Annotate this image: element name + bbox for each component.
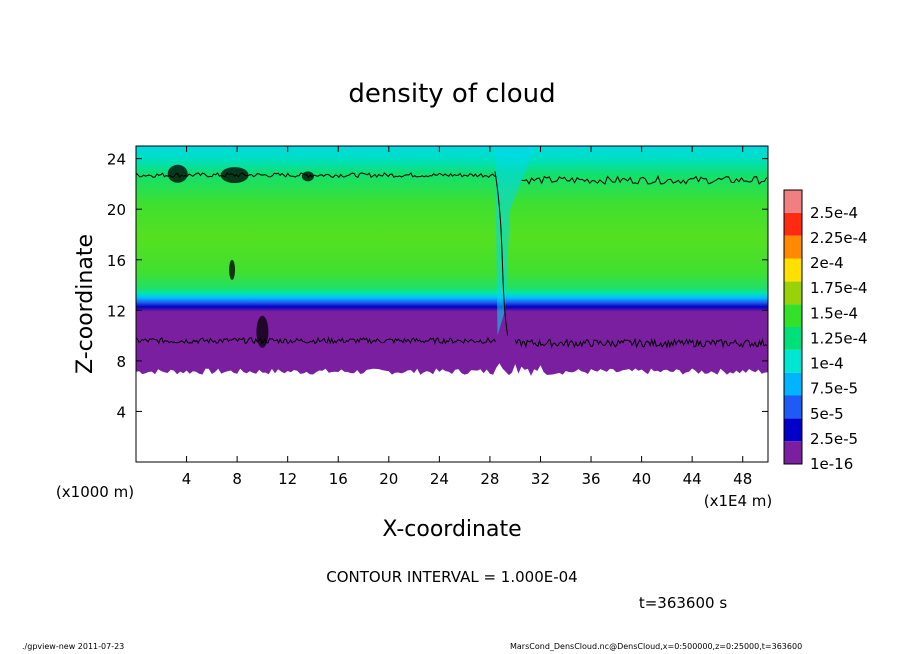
plume-contour [494, 171, 509, 336]
colorbar: 1e-16 2.5e-5 5e-5 7.5e-5 1e-4 1.25e-4 1.5e-4 1.… [783, 189, 868, 473]
colorbar-frame [783, 189, 803, 465]
x-tick-label: 20 [379, 470, 398, 488]
colorbar-swatch [784, 395, 802, 419]
colorbar-swatch [784, 190, 802, 213]
x-tick-label: 28 [480, 470, 499, 488]
colorbar-label: 2.5e-4 [810, 204, 858, 222]
colorbar-swatch [784, 327, 802, 350]
plot-frame [135, 145, 769, 463]
x-axis-ticks: 4 8 12 16 20 24 28 32 36 40 44 48 [182, 146, 752, 488]
x-tick-label: 48 [733, 470, 752, 488]
colorbar-label: 1e-16 [810, 455, 853, 473]
x-tick-label: 36 [581, 470, 600, 488]
colorbar-swatch [784, 372, 802, 396]
colorbar-label: 1.75e-4 [810, 279, 868, 297]
colorbar-label: 1.5e-4 [810, 304, 858, 322]
colorbar-label: 2.5e-5 [810, 430, 858, 448]
contour-interval-text: CONTOUR INTERVAL = 1.000E-04 [326, 568, 577, 586]
colorbar-swatch [784, 349, 802, 373]
colorbar-label: 1e-4 [810, 355, 844, 373]
x-tick-label: 4 [182, 470, 192, 488]
colorbar-swatch [784, 441, 802, 464]
x-unit-label: (x1E4 m) [704, 492, 773, 510]
density-field [136, 146, 768, 376]
x-tick-label: 16 [329, 470, 348, 488]
x-axis-label: X-coordinate [382, 517, 521, 542]
plume-region [494, 146, 535, 336]
y-tick-label: 20 [107, 201, 126, 219]
colorbar-label: 2e-4 [810, 254, 844, 272]
contour-blob [229, 259, 236, 280]
time-text: t=363600 s [639, 594, 727, 612]
colorbar-label: 1.25e-4 [810, 329, 868, 347]
colorbar-label: 5e-5 [810, 405, 844, 423]
x-tick-label: 8 [232, 470, 242, 488]
colorbar-swatch [784, 281, 802, 305]
y-axis-ticks: 4 8 12 16 20 24 [107, 151, 768, 421]
contour-blob [301, 171, 314, 182]
colorbar-swatch [784, 235, 802, 259]
y-tick-label: 16 [107, 252, 126, 270]
x-tick-label: 44 [683, 470, 702, 488]
contour-blob [256, 315, 269, 348]
colorbar-swatch [784, 418, 802, 442]
colorbar-label: 7.5e-5 [810, 380, 858, 398]
x-tick-label: 12 [278, 470, 297, 488]
y-axis-label: Z-coordinate [73, 234, 98, 374]
contour-lines [135, 164, 768, 349]
y-tick-label: 4 [116, 403, 126, 421]
chart-title: density of cloud [348, 79, 555, 109]
y-tick-label: 8 [116, 353, 126, 371]
field-area [136, 146, 768, 376]
footer-left: ./gpview-new 2011-07-23 [22, 642, 125, 651]
x-tick-label: 40 [632, 470, 651, 488]
y-tick-label: 24 [107, 151, 126, 169]
y-unit-label: (x1000 m) [56, 483, 134, 501]
colorbar-swatch [784, 258, 802, 282]
contour-blob [220, 167, 249, 184]
contour-blob [167, 164, 188, 183]
x-tick-label: 32 [531, 470, 550, 488]
lower-contour-left [135, 336, 496, 345]
colorbar-swatch [784, 304, 802, 327]
x-tick-label: 24 [430, 470, 449, 488]
colorbar-label: 2.25e-4 [810, 229, 868, 247]
y-tick-label: 12 [107, 302, 126, 320]
lower-contour-right [514, 337, 768, 349]
colorbar-swatch [784, 212, 802, 236]
upper-contour-left [135, 172, 497, 179]
footer-right: MarsCond_DensCloud.nc@DensCloud,x=0:5000… [510, 642, 803, 651]
upper-contour-right [521, 174, 768, 185]
